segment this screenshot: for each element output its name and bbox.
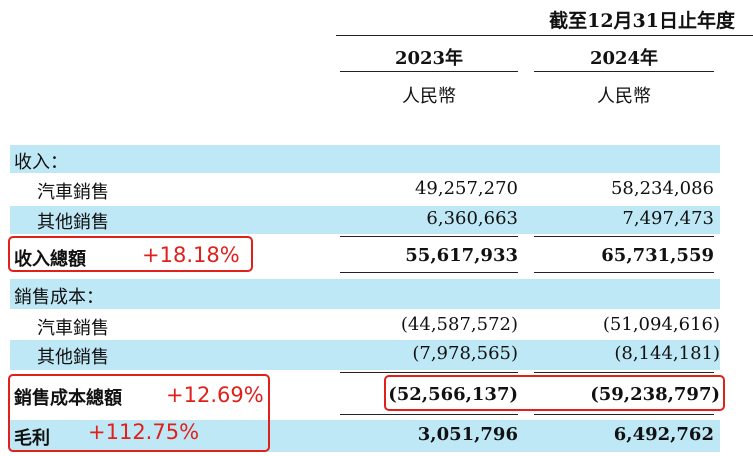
rev-total-2024: 65,731,559	[601, 245, 714, 266]
cost-section-label: 銷售成本：	[14, 287, 104, 308]
cost-total-label: 銷售成本總額	[14, 388, 122, 409]
rev-total-rule-2023	[340, 272, 518, 273]
cost-total-rule-2023	[340, 414, 518, 415]
rev-subtotal-rule-2023	[340, 236, 518, 237]
col-2023-currency: 人民幣	[402, 86, 456, 107]
cost-other-label: 其他銷售	[37, 347, 109, 368]
rev-total-label: 收入總額	[14, 249, 86, 270]
cost-total-2024: (59,238,797)	[590, 384, 720, 405]
rev-subtotal-rule-2024	[534, 236, 714, 237]
cost-total-2023: (52,566,137)	[388, 384, 518, 405]
rev-other-2024: 7,497,473	[622, 208, 714, 229]
col-2024-currency: 人民幣	[597, 86, 651, 107]
cost-other-2023: (7,978,565)	[412, 343, 518, 364]
rev-auto-label: 汽車銷售	[37, 182, 109, 203]
gross-growth-annotation: +112.75%	[88, 420, 200, 444]
cost-auto-label: 汽車銷售	[37, 318, 109, 339]
band-rev-other	[10, 206, 720, 234]
rev-auto-2023: 49,257,270	[414, 178, 518, 199]
period-underline	[336, 35, 753, 36]
cost-growth-annotation: +12.69%	[166, 383, 264, 407]
cost-auto-2023: (44,587,572)	[400, 314, 518, 335]
band-cost	[10, 279, 720, 309]
period-header: 截至12月31日止年度	[549, 10, 735, 32]
col-2024-year: 2024年	[589, 48, 659, 69]
rev-growth-annotation: +18.18%	[142, 243, 240, 267]
gross-profit-label: 毛利	[14, 428, 50, 449]
rev-total-highlight	[8, 236, 253, 272]
cost-subtotal-rule-2024	[534, 372, 714, 373]
rev-other-label: 其他銷售	[37, 212, 109, 233]
gross-profit-2023: 3,051,796	[417, 424, 518, 445]
cost-subtotal-rule-2023	[340, 372, 518, 373]
rev-total-rule-2024	[534, 272, 714, 273]
cost-other-2024: (8,144,181)	[614, 343, 720, 364]
cost-auto-2024: (51,094,616)	[602, 314, 720, 335]
cost-total-rule-2024	[534, 414, 714, 415]
band-cost-other	[10, 340, 720, 370]
rev-auto-2024: 58,234,086	[610, 178, 714, 199]
col-2023-underline	[340, 71, 518, 72]
rev-total-2023: 55,617,933	[405, 245, 518, 266]
band-gross	[10, 420, 720, 452]
gross-profit-2024: 6,492,762	[613, 424, 714, 445]
col-2023-year: 2023年	[394, 48, 464, 69]
band-revenue	[10, 145, 720, 173]
cost-total-values-highlight	[384, 375, 725, 411]
col-2024-underline	[534, 71, 714, 72]
revenue-section-label: 收入：	[14, 152, 68, 173]
cost-gross-label-highlight	[8, 374, 270, 452]
rev-other-2023: 6,360,663	[426, 208, 518, 229]
